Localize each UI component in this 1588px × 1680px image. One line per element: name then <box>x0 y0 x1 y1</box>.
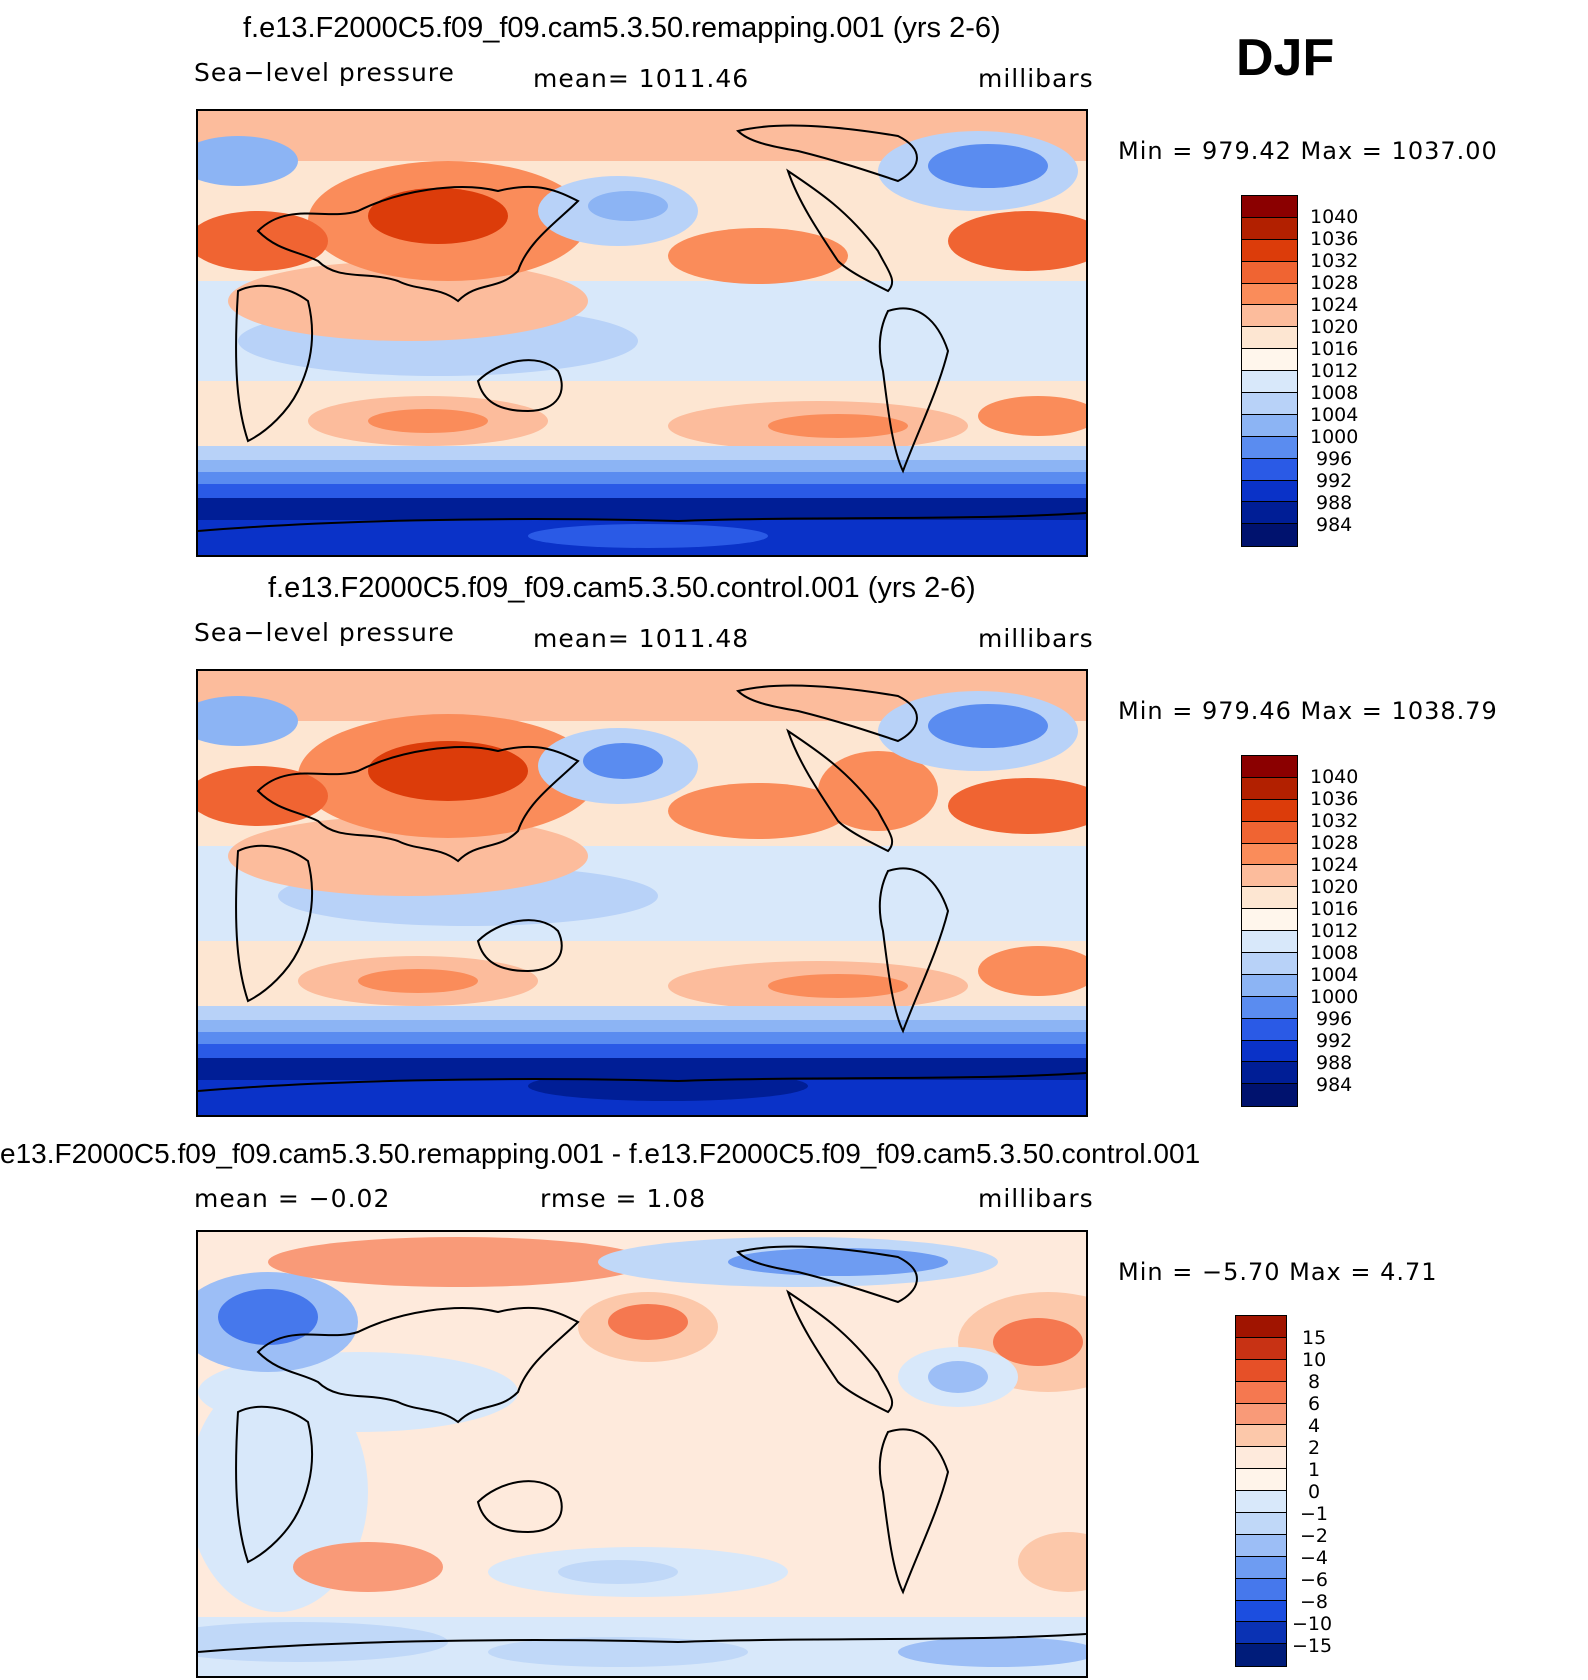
colorbar-label: 996 <box>1316 1008 1353 1030</box>
colorbar-label: −15 <box>1292 1635 1333 1657</box>
min-max-label: Min = 979.42 Max = 1037.00 <box>1118 137 1498 165</box>
rmse-label: rmse = 1.08 <box>540 1184 707 1213</box>
map-control <box>196 669 1088 1117</box>
colorbar-label: 1012 <box>1310 920 1359 942</box>
units-label: millibars <box>978 64 1094 93</box>
colorbar-label: −1 <box>1300 1503 1329 1525</box>
map-remapping <box>196 109 1088 557</box>
colorbar-label: −8 <box>1300 1591 1329 1613</box>
colorbar-label: 1040 <box>1310 206 1359 228</box>
slp-difference-map <box>198 1232 1086 1676</box>
colorbar-label: −6 <box>1300 1569 1329 1591</box>
variable-label: Sea−level pressure <box>194 618 455 647</box>
colorbar-label: 996 <box>1316 448 1353 470</box>
colorbar-control <box>1241 755 1298 1107</box>
season-label: DJF <box>1236 29 1335 87</box>
colorbar-label: 1032 <box>1310 250 1359 272</box>
colorbar-label: 992 <box>1316 470 1353 492</box>
colorbar-label: 1036 <box>1310 788 1359 810</box>
colorbar-label: 1012 <box>1310 360 1359 382</box>
colorbar-label: 0 <box>1308 1481 1321 1503</box>
colorbar-label: 1028 <box>1310 832 1359 854</box>
colorbar-label: 984 <box>1316 1074 1353 1096</box>
colorbar-label: 8 <box>1308 1371 1321 1393</box>
colorbar-label: 1024 <box>1310 294 1359 316</box>
colorbar-label: 1028 <box>1310 272 1359 294</box>
panel-title: f.e13.F2000C5.f09_f09.cam5.3.50.control.… <box>268 572 976 604</box>
mean-label: mean = −0.02 <box>194 1184 391 1213</box>
colorbar-label: 15 <box>1302 1327 1327 1349</box>
colorbar-label: 1 <box>1308 1459 1321 1481</box>
colorbar-label: 1040 <box>1310 766 1359 788</box>
colorbar-label: 1020 <box>1310 876 1359 898</box>
min-max-label: Min = −5.70 Max = 4.71 <box>1118 1258 1438 1286</box>
variable-label: Sea−level pressure <box>194 58 455 87</box>
colorbar-label: 10 <box>1302 1349 1327 1371</box>
colorbar-label: 1008 <box>1310 942 1359 964</box>
colorbar-label: 1032 <box>1310 810 1359 832</box>
colorbar-label: −10 <box>1292 1613 1333 1635</box>
colorbar-label: 1000 <box>1310 986 1359 1008</box>
colorbar-label: 1016 <box>1310 898 1359 920</box>
colorbar-label: 1008 <box>1310 382 1359 404</box>
colorbar-label: 1004 <box>1310 404 1359 426</box>
colorbar-label: 1036 <box>1310 228 1359 250</box>
mean-label: mean= 1011.48 <box>533 624 750 653</box>
map-difference <box>196 1230 1088 1678</box>
slp-contour-map <box>198 111 1086 555</box>
colorbar-label: 988 <box>1316 492 1353 514</box>
min-max-label: Min = 979.46 Max = 1038.79 <box>1118 697 1498 725</box>
colorbar-label: −2 <box>1300 1525 1329 1547</box>
slp-contour-map <box>198 671 1086 1115</box>
colorbar-label: 992 <box>1316 1030 1353 1052</box>
colorbar-label: 1016 <box>1310 338 1359 360</box>
colorbar-label: 1000 <box>1310 426 1359 448</box>
panel-title: e13.F2000C5.f09_f09.cam5.3.50.remapping.… <box>0 1138 1201 1169</box>
colorbar-label: 6 <box>1308 1393 1321 1415</box>
colorbar-label: −4 <box>1300 1547 1329 1569</box>
units-label: millibars <box>978 624 1094 653</box>
colorbar-label: 2 <box>1308 1437 1321 1459</box>
colorbar-label: 984 <box>1316 514 1353 536</box>
colorbar-label: 1004 <box>1310 964 1359 986</box>
colorbar-remapping <box>1241 195 1298 547</box>
colorbar-label: 1024 <box>1310 854 1359 876</box>
units-label: millibars <box>978 1184 1094 1213</box>
colorbar-label: 1020 <box>1310 316 1359 338</box>
panel-title: f.e13.F2000C5.f09_f09.cam5.3.50.remappin… <box>243 12 1001 44</box>
colorbar-label: 988 <box>1316 1052 1353 1074</box>
colorbar-label: 4 <box>1308 1415 1321 1437</box>
colorbar-difference <box>1235 1315 1287 1667</box>
mean-label: mean= 1011.46 <box>533 64 750 93</box>
